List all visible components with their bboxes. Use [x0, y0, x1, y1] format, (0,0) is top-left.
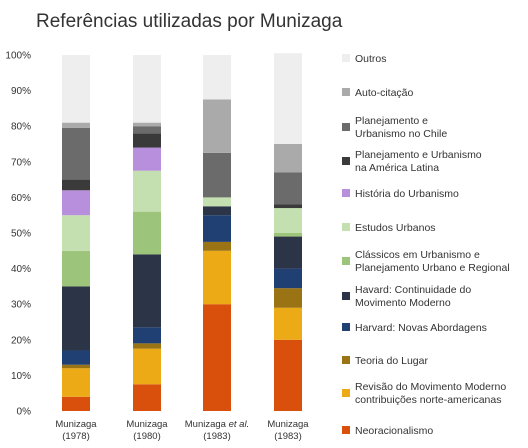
bar-segment	[203, 197, 231, 207]
x-tick-label: Munizaga	[55, 419, 97, 430]
y-tick-label: 90%	[11, 86, 31, 97]
bar-segment	[62, 396, 90, 411]
y-tick-label: 70%	[11, 157, 31, 168]
bar-segment	[62, 250, 90, 287]
bar-segment	[203, 250, 231, 305]
bar-segment	[203, 215, 231, 242]
bar-segment	[203, 241, 231, 251]
bar-segment	[62, 286, 90, 351]
bar-segment	[62, 127, 90, 180]
y-tick-label: 50%	[11, 229, 31, 240]
bar-segment	[203, 304, 231, 411]
bar-segment	[274, 236, 302, 269]
legend-label: contribuições norte-americanas	[355, 394, 502, 406]
bar-segment	[133, 170, 161, 212]
bar-segment	[274, 172, 302, 205]
bar-segment	[274, 288, 302, 308]
legend-swatch	[342, 54, 350, 62]
legend-swatch	[342, 123, 350, 131]
y-axis: 0% 10% 20% 30% 40% 50% 60% 70% 80% 90% 100%	[5, 51, 31, 418]
bar-segment	[62, 179, 90, 191]
bar-segment	[133, 133, 161, 148]
bar-segment	[203, 55, 231, 100]
y-tick-label: 0%	[17, 407, 32, 418]
bar-segment	[133, 147, 161, 171]
bar-segment	[133, 122, 161, 127]
legend-label: Harvard: Novas Abordagens	[355, 322, 487, 334]
x-tick-label: Munizaga	[126, 419, 168, 430]
bar-segment	[203, 152, 231, 198]
bar-segment	[133, 254, 161, 328]
legend-label: Estudos Urbanos	[355, 222, 436, 234]
legend-label: Planejamento Urbano e Regional	[355, 262, 510, 274]
legend-swatch	[342, 426, 350, 434]
bar-segment	[133, 55, 161, 123]
x-tick-label: (1983)	[274, 431, 301, 442]
bar-segment	[133, 384, 161, 411]
legend-label: História do Urbanismo	[355, 188, 459, 200]
legend-swatch	[342, 323, 350, 331]
legend-label: Clássicos em Urbanismo e	[355, 249, 480, 261]
bar-segment	[274, 339, 302, 411]
x-tick-label: Munizaga	[267, 419, 309, 430]
y-tick-label: 30%	[11, 300, 31, 311]
legend-label: Urbanismo no Chile	[355, 128, 447, 140]
x-tick-label: (1978)	[62, 431, 89, 442]
legend-label: Movimento Moderno	[355, 297, 451, 309]
y-tick-label: 40%	[11, 264, 31, 275]
y-tick-label: 80%	[11, 122, 31, 133]
legend-label: Planejamento e	[355, 115, 428, 127]
y-tick-label: 60%	[11, 193, 31, 204]
bar-segment	[62, 215, 90, 251]
chart-title: Referências utilizadas por Munizaga	[36, 11, 343, 32]
bar-segment	[133, 348, 161, 385]
legend-swatch	[342, 292, 350, 300]
bar-segment	[274, 268, 302, 289]
legend: Outros Auto-citação Planejamento eUrbanism…	[342, 53, 510, 437]
bar-segment	[274, 233, 302, 237]
bar-segment	[62, 364, 90, 369]
legend-label: Outros	[355, 53, 387, 65]
legend-label: Planejamento e Urbanismo	[355, 149, 482, 161]
legend-swatch	[342, 189, 350, 197]
legend-swatch	[342, 389, 350, 397]
legend-swatch	[342, 257, 350, 265]
bar-segment	[62, 368, 90, 397]
legend-label: Auto-citação	[355, 87, 414, 99]
bar-segment	[133, 211, 161, 255]
legend-swatch	[342, 356, 350, 364]
legend-label: Neoracionalismo	[355, 425, 433, 437]
bar-segment	[203, 99, 231, 153]
y-tick-label: 100%	[5, 51, 31, 62]
x-axis: Munizaga(1978)Munizaga(1980)Munizaga et …	[55, 419, 309, 442]
bar-segment	[133, 327, 161, 344]
bars	[62, 53, 302, 411]
bar-segment	[62, 122, 90, 128]
bar-segment	[62, 55, 90, 123]
legend-label: Teoria do Lugar	[355, 355, 428, 367]
x-tick-label: Munizaga et al.	[185, 419, 249, 430]
x-tick-label: (1983)	[203, 431, 230, 442]
bar-segment	[133, 126, 161, 134]
bar-segment	[274, 307, 302, 340]
x-tick-label: (1980)	[133, 431, 160, 442]
bar-segment	[62, 190, 90, 216]
bar-segment	[274, 204, 302, 209]
y-tick-label: 10%	[11, 371, 31, 382]
legend-swatch	[342, 223, 350, 231]
bar-segment	[133, 343, 161, 349]
legend-label: Revisão do Movimento Moderno	[355, 381, 506, 393]
bar-segment	[274, 53, 302, 144]
bar-segment	[274, 144, 302, 173]
legend-label: Havard: Continuidade do	[355, 284, 471, 296]
legend-swatch	[342, 157, 350, 165]
bar-segment	[62, 350, 90, 365]
legend-label: na América Latina	[355, 162, 439, 174]
bar-segment	[203, 206, 231, 216]
legend-swatch	[342, 88, 350, 96]
bar-segment	[274, 208, 302, 233]
y-tick-label: 20%	[11, 335, 31, 346]
